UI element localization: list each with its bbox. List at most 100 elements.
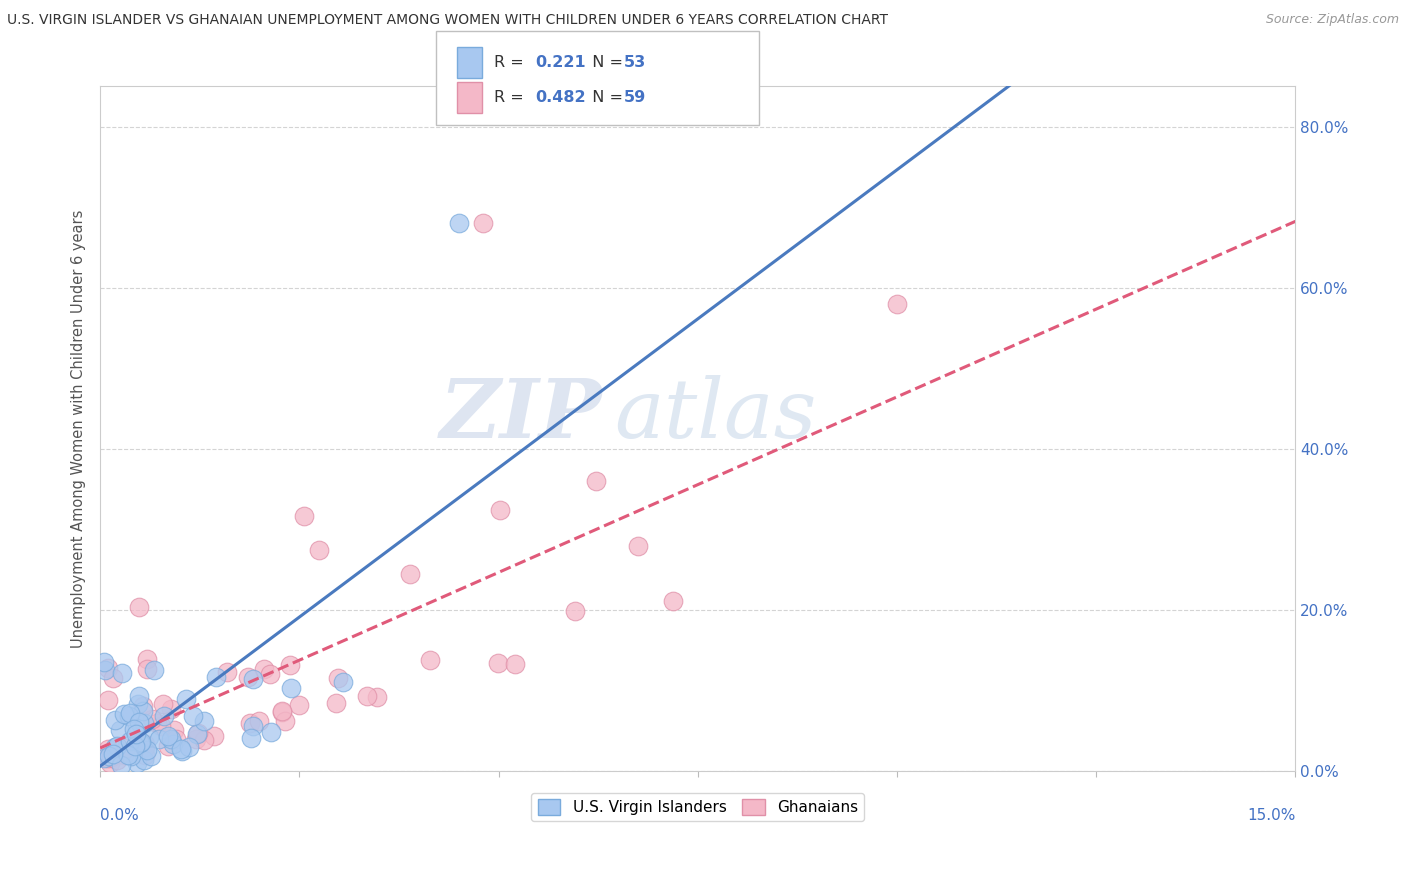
Point [118,734,141,748]
Point [186,727,208,741]
Point [170,742,193,756]
Point [112,706,135,721]
Legend: U.S. Virgin Islanders, Ghanaians: U.S. Virgin Islanders, Ghanaians [531,793,865,822]
Point [366,690,388,704]
Point [627,540,650,554]
Point [141,713,163,727]
Point [100,750,122,764]
Point [97,741,120,756]
Point [278,658,301,673]
Point [128,715,150,730]
Point [127,697,149,711]
Point [447,216,470,230]
Text: 15.0%: 15.0% [1247,808,1295,823]
Point [134,753,156,767]
Point [112,748,135,763]
Text: 53: 53 [624,55,647,70]
Point [187,726,209,740]
Point [139,748,162,763]
Text: 0.0%: 0.0% [100,808,139,823]
Text: N =: N = [582,90,628,105]
Point [122,723,145,737]
Point [242,672,264,686]
Point [292,509,315,524]
Point [356,689,378,703]
Point [205,670,228,684]
Point [138,730,160,744]
Point [97,661,120,675]
Point [136,652,159,666]
Point [124,739,146,753]
Point [236,670,259,684]
Point [886,297,908,311]
Point [247,714,270,729]
Point [260,724,283,739]
Point [486,657,509,671]
Point [98,749,121,764]
Text: U.S. VIRGIN ISLANDER VS GHANAIAN UNEMPLOYMENT AMONG WOMEN WITH CHILDREN UNDER 6 : U.S. VIRGIN ISLANDER VS GHANAIAN UNEMPLO… [7,13,889,28]
Point [165,732,187,747]
Point [150,719,173,733]
Point [503,657,526,672]
Point [215,665,238,679]
Point [110,758,132,772]
Point [135,662,157,676]
Point [105,753,128,767]
Point [253,662,276,676]
Point [98,756,121,770]
Point [131,735,153,749]
Text: atlas: atlas [614,375,817,455]
Text: R =: R = [494,90,529,105]
Point [132,699,155,714]
Point [160,702,183,716]
Point [328,671,350,685]
Point [193,714,215,728]
Text: Source: ZipAtlas.com: Source: ZipAtlas.com [1265,13,1399,27]
Point [108,723,131,737]
Point [274,714,297,728]
Point [170,744,193,758]
Point [270,706,292,720]
Point [143,663,166,677]
Point [101,671,124,685]
Point [134,748,156,763]
Y-axis label: Unemployment Among Women with Children Under 6 years: Unemployment Among Women with Children U… [72,210,86,648]
Point [399,567,422,582]
Text: ZIP: ZIP [440,375,602,455]
Point [193,733,215,747]
Point [93,751,115,765]
Point [136,742,159,756]
Point [564,604,586,618]
Point [97,692,120,706]
Point [287,698,309,713]
Point [488,503,510,517]
Point [471,216,494,230]
Point [153,708,176,723]
Point [163,723,186,737]
Point [120,748,142,763]
Point [159,732,181,747]
Point [128,599,150,614]
Point [145,716,167,731]
Point [157,739,180,754]
Point [152,697,174,711]
Text: 59: 59 [624,90,647,105]
Point [134,740,156,755]
Point [240,731,263,745]
Text: N =: N = [582,55,628,70]
Point [101,747,124,761]
Text: 0.482: 0.482 [536,90,586,105]
Point [332,674,354,689]
Point [105,739,128,753]
Point [325,696,347,710]
Point [115,741,138,756]
Point [100,750,122,764]
Point [280,681,302,696]
Point [242,719,264,733]
Point [104,713,127,727]
Point [94,663,117,677]
Point [134,737,156,751]
Point [124,727,146,741]
Point [118,709,141,723]
Point [129,736,152,750]
